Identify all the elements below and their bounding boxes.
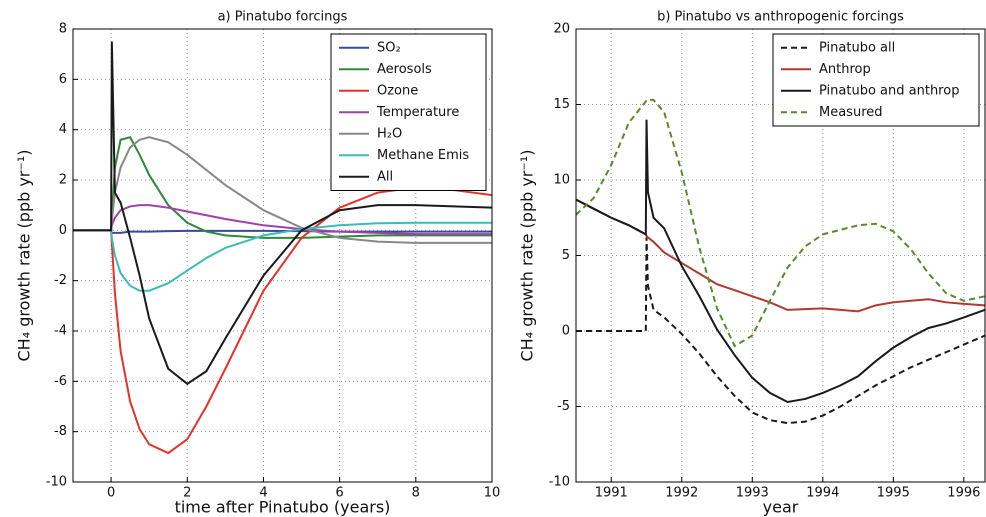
y-tick-label: -2 — [54, 273, 67, 288]
x-tick-label: 4 — [259, 486, 267, 501]
y-tick-label: 0 — [59, 223, 67, 238]
legend-label: SO₂ — [377, 40, 401, 55]
x-tick-label: 1995 — [877, 486, 910, 501]
legend-label: Ozone — [377, 83, 418, 98]
y-tick-label: -6 — [54, 374, 67, 389]
x-axis-label: time after Pinatubo (years) — [175, 498, 391, 517]
x-tick-label: 10 — [484, 486, 501, 501]
x-tick-label: 1994 — [806, 486, 839, 501]
series-line — [73, 221, 492, 292]
x-tick-label: 1991 — [595, 486, 628, 501]
y-tick-label: 10 — [553, 173, 570, 188]
legend-label: Anthrop — [819, 62, 871, 77]
legend-label: Methane Emis — [377, 148, 469, 163]
plot-frame — [575, 28, 986, 483]
x-tick-label: 8 — [412, 486, 420, 501]
x-tick-label: 2 — [183, 486, 191, 501]
legend-label: Temperature — [376, 105, 459, 120]
chart-title: a) Pinatubo forcings — [218, 10, 348, 25]
y-tick-label: -5 — [557, 399, 570, 414]
y-tick-label: 4 — [59, 122, 67, 137]
y-tick-label: -8 — [54, 424, 67, 439]
x-tick-label: 1996 — [947, 486, 980, 501]
series-line — [576, 98, 985, 348]
series-line — [576, 119, 985, 404]
legend-label: H₂O — [377, 126, 402, 141]
y-tick-label: -10 — [549, 475, 570, 490]
y-tick-label: -4 — [54, 324, 67, 339]
series-line — [73, 41, 492, 386]
legend-box — [772, 33, 980, 127]
y-tick-label: 0 — [562, 324, 570, 339]
x-tick-label: 0 — [107, 486, 115, 501]
series-line — [73, 204, 492, 236]
series-line — [576, 237, 985, 425]
y-tick-label: 8 — [59, 22, 67, 37]
chart-title: b) Pinatubo vs anthropogenic forcings — [657, 10, 904, 25]
y-tick-label: 20 — [553, 22, 570, 37]
legend-label: Pinatubo and anthrop — [819, 83, 959, 98]
legend-label: Measured — [819, 105, 883, 120]
legend-label: Pinatubo all — [819, 40, 895, 55]
y-tick-label: -10 — [46, 475, 67, 490]
series-line — [73, 229, 492, 234]
x-tick-label: 1992 — [665, 486, 698, 501]
x-tick-label: 1993 — [736, 486, 769, 501]
y-tick-label: 6 — [59, 72, 67, 87]
y-tick-label: 5 — [562, 248, 570, 263]
y-axis-label: CH₄ growth rate (ppb yr⁻¹) — [15, 150, 34, 362]
y-tick-label: 2 — [59, 173, 67, 188]
legend-label: Aerosols — [377, 62, 432, 77]
y-axis-label: CH₄ growth rate (ppb yr⁻¹) — [518, 150, 537, 362]
x-axis-label: year — [763, 498, 799, 517]
legend-label: All — [377, 169, 393, 184]
plot-frame — [72, 28, 493, 483]
x-tick-label: 6 — [335, 486, 343, 501]
y-tick-label: 15 — [553, 97, 570, 112]
series-line — [73, 186, 492, 455]
